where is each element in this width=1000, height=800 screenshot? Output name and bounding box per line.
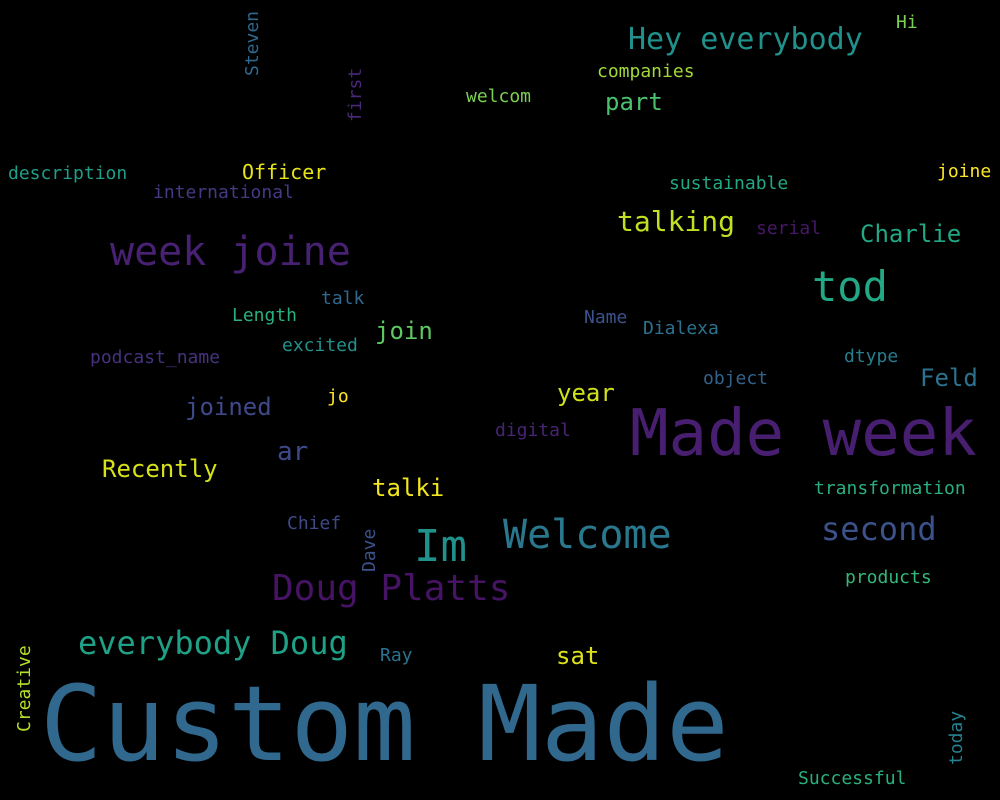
word-first: first bbox=[345, 67, 366, 122]
word-podcast-name: podcast_name bbox=[90, 347, 221, 368]
word-joine: joine bbox=[937, 161, 992, 182]
word-charlie: Charlie bbox=[860, 220, 962, 248]
word-second: second bbox=[821, 510, 937, 548]
word-welcom: welcom bbox=[466, 86, 532, 107]
word-object: object bbox=[703, 368, 769, 389]
word-creative: Creative bbox=[14, 645, 35, 732]
word-join: join bbox=[375, 317, 433, 345]
word-everybody-doug: everybody Doug bbox=[78, 624, 348, 662]
word-doug-platts: Doug Platts bbox=[272, 568, 511, 609]
word-successful: Successful bbox=[798, 768, 907, 789]
word-officer: Officer bbox=[242, 160, 327, 184]
word-recently: Recently bbox=[102, 455, 218, 483]
word-sat: sat bbox=[556, 642, 600, 670]
word-steven: Steven bbox=[242, 10, 263, 76]
word-digital: digital bbox=[495, 420, 571, 441]
word-today: today bbox=[946, 710, 967, 765]
word-sustainable: sustainable bbox=[669, 173, 789, 194]
word-jo: jo bbox=[327, 386, 349, 407]
word-made-week: Made week bbox=[630, 397, 977, 471]
word-part: part bbox=[605, 88, 663, 116]
word-talking: talking bbox=[617, 205, 736, 238]
word-dave: Dave bbox=[359, 528, 380, 572]
word-welcome: Welcome bbox=[503, 512, 672, 558]
word-length: Length bbox=[232, 305, 298, 326]
word-im: Im bbox=[414, 521, 467, 572]
word-feld: Feld bbox=[920, 364, 978, 392]
word-companies: companies bbox=[597, 61, 695, 82]
word-talki: talki bbox=[372, 474, 445, 502]
word-dtype: dtype bbox=[844, 346, 899, 367]
word-name: Name bbox=[584, 307, 628, 328]
word-chief: Chief bbox=[287, 513, 342, 534]
word-ray: Ray bbox=[380, 645, 413, 666]
word-dialexa: Dialexa bbox=[643, 318, 719, 339]
word-excited: excited bbox=[282, 335, 358, 356]
word-ar: ar bbox=[277, 437, 309, 467]
word-custom-made: Custom Made bbox=[40, 663, 729, 785]
word-week-joine: week joine bbox=[110, 229, 351, 275]
word-tod: tod bbox=[812, 262, 888, 311]
word-products: products bbox=[845, 567, 932, 588]
word-transformation: transformation bbox=[814, 478, 966, 499]
word-international: international bbox=[153, 182, 294, 203]
word-talk: talk bbox=[321, 288, 365, 309]
word-hey-everybody: Hey everybody bbox=[628, 22, 863, 57]
word-description: description bbox=[8, 163, 128, 184]
word-serial: serial bbox=[756, 218, 822, 239]
word-year: year bbox=[557, 379, 615, 407]
word-hi: Hi bbox=[896, 12, 918, 33]
word-joined: joined bbox=[185, 393, 272, 421]
